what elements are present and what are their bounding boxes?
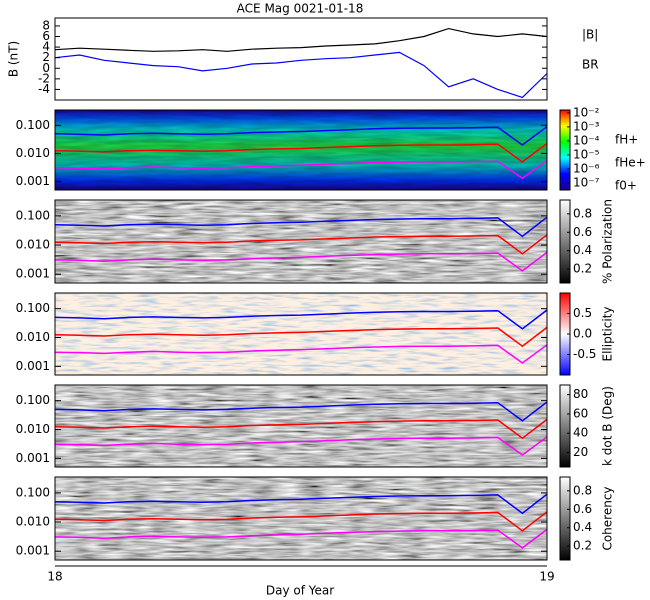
colorbar-tick-label: 0.4 <box>573 243 592 257</box>
data-line <box>54 51 548 99</box>
colorbar-tick-label: 0.8 <box>573 483 592 497</box>
colorbar-tick-label: 80 <box>573 387 588 401</box>
y-tick-label: 2 <box>42 50 50 64</box>
colorbar-tick-label: 0.0 <box>573 327 592 341</box>
y-tick-label: 0.100 <box>16 393 50 407</box>
frequency-line <box>55 401 547 422</box>
colorbar-tick-label: 10⁻⁵ <box>573 147 600 161</box>
frequency-line <box>55 528 547 549</box>
y-tick-label: 0.001 <box>16 174 50 188</box>
y-tick-label: -4 <box>38 82 50 96</box>
y-tick-label: 0.100 <box>16 485 50 499</box>
frequency-line <box>55 511 547 532</box>
colorbar-label: Coherency <box>601 486 615 550</box>
colorbar-tick-label: 10⁻⁶ <box>573 161 600 175</box>
x-tick-label: 18 <box>47 570 62 584</box>
colorbar-tick-label: 10⁻² <box>573 105 600 119</box>
y-axis-label: B (nT) <box>7 41 21 77</box>
frequency-lines <box>55 401 547 456</box>
frequency-line <box>55 493 547 515</box>
y-tick-label: 0.010 <box>16 330 50 344</box>
colorbar-label: Ellipticity <box>601 307 615 362</box>
frequency-lines <box>55 493 547 549</box>
colorbar-tick-label: 0.8 <box>573 206 592 220</box>
plot-frame <box>54 199 548 284</box>
colorbar-tick-label: 60 <box>573 406 588 420</box>
colorbar-tick-label: 10⁻³ <box>573 119 600 133</box>
y-tick-label: 0.010 <box>16 146 50 160</box>
colorbar-tick-label: 0.5 <box>573 306 592 320</box>
frequency-line <box>55 125 547 146</box>
colorbar <box>559 384 571 468</box>
frequency-line <box>55 436 547 456</box>
plot-frame <box>54 384 548 468</box>
colorbar-tick-label: 10⁻⁷ <box>573 175 600 189</box>
y-tick-label: 0.100 <box>16 118 50 132</box>
chart-title: ACE Mag 0021-01-18 <box>237 2 364 16</box>
y-tick-label: 0 <box>42 61 50 75</box>
frequency-line <box>55 216 547 238</box>
y-tick-label: 0.010 <box>16 422 50 436</box>
colorbar-tick-label: 0.2 <box>573 539 592 553</box>
legend-label: fHe+ <box>615 156 646 170</box>
legend-label: f0+ <box>615 179 637 193</box>
colorbar-tick-label: 0.6 <box>573 502 592 516</box>
legend-label: |B| <box>582 28 598 42</box>
colorbar <box>559 109 571 191</box>
y-tick-label: 0.010 <box>16 238 50 252</box>
x-tick-label: 19 <box>539 570 554 584</box>
y-tick-label: 0.001 <box>16 359 50 373</box>
colorbar-tick-label: 20 <box>573 445 588 459</box>
frequency-lines <box>55 309 547 364</box>
y-tick-label: 4 <box>42 40 50 54</box>
data-line <box>54 27 548 52</box>
frequency-line <box>55 142 547 163</box>
colorbar-tick-label: 0.6 <box>573 225 592 239</box>
frequency-line <box>55 344 547 364</box>
colorbar <box>559 476 571 561</box>
legend-label: fH+ <box>615 133 638 147</box>
plot-frame <box>54 109 548 191</box>
y-tick-label: 0.100 <box>16 301 50 315</box>
frequency-lines <box>55 216 547 272</box>
y-tick-label: 0.001 <box>16 267 50 281</box>
y-tick-label: 6 <box>42 29 50 43</box>
y-tick-label: 0.010 <box>16 515 50 529</box>
colorbar-label: % Polarization <box>601 199 615 284</box>
plot-layer: ACE Mag 0021-01-18 Day of Year 18 19 |B| BR -4… <box>7 2 646 598</box>
frequency-lines <box>55 125 547 180</box>
y-tick-label: 8 <box>42 18 50 32</box>
frequency-line <box>55 234 547 255</box>
x-axis-label: Day of Year <box>266 584 334 598</box>
colorbar-tick-label: 0.4 <box>573 520 592 534</box>
frequency-line <box>55 159 547 180</box>
frequency-line <box>55 251 547 272</box>
y-tick-label: -2 <box>38 71 50 85</box>
colorbar-tick-label: 10⁻⁴ <box>573 133 600 147</box>
y-tick-label: 0.001 <box>16 451 50 465</box>
colorbar-tick-label: -0.5 <box>573 347 596 361</box>
frequency-line <box>55 418 547 440</box>
y-tick-label: 0.001 <box>16 544 50 558</box>
colorbar-label: k dot B (Deg) <box>601 386 615 466</box>
y-tick-label: 0.100 <box>16 208 50 222</box>
colorbar-tick-label: 0.2 <box>573 262 592 276</box>
colorbar-tick-label: 40 <box>573 426 588 440</box>
colorbar <box>559 199 571 284</box>
plot-frame <box>54 476 548 561</box>
frequency-line <box>55 326 547 348</box>
plot-frame <box>54 17 548 101</box>
frequency-line <box>55 309 547 330</box>
plot-frame <box>54 292 548 376</box>
legend-label: BR <box>582 58 599 72</box>
